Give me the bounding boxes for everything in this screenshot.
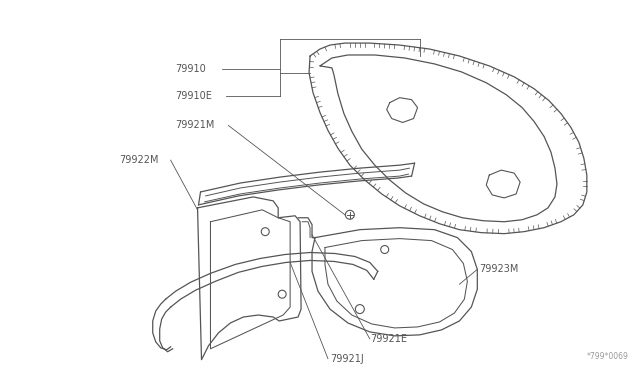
Text: 79921J: 79921J: [330, 354, 364, 364]
Text: 79910E: 79910E: [175, 91, 212, 101]
Text: 79922M: 79922M: [119, 155, 158, 165]
Text: 79921E: 79921E: [370, 334, 407, 344]
Text: 79921M: 79921M: [175, 121, 215, 131]
Text: *799*0069: *799*0069: [587, 352, 628, 361]
Text: 79923M: 79923M: [479, 264, 518, 275]
Text: 79910: 79910: [175, 64, 206, 74]
